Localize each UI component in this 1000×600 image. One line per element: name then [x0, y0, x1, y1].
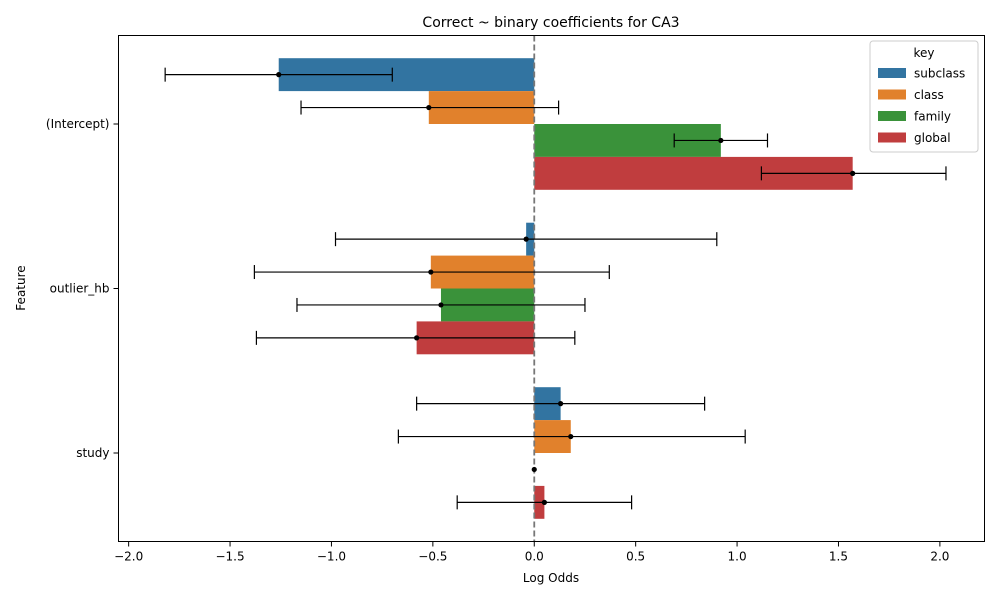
legend-label-global: global	[914, 131, 951, 145]
x-tick-label: 0.5	[626, 550, 645, 564]
x-tick-label: 0.0	[525, 550, 544, 564]
legend: key subclass class family global	[869, 40, 979, 153]
legend-swatch-subclass	[878, 68, 906, 78]
error-bars	[164, 67, 947, 510]
point-global-1	[414, 335, 420, 341]
x-tick-label: −1.5	[215, 550, 244, 564]
x-tick-label: 2.0	[930, 550, 949, 564]
point-family-0	[718, 137, 724, 144]
point-subclass-1	[523, 236, 529, 242]
plot-frame	[118, 35, 985, 542]
legend-label-family: family	[914, 110, 951, 124]
y-axis-label: Feature	[14, 265, 28, 310]
point-global-2	[541, 499, 548, 505]
legend-label-subclass: subclass	[914, 67, 965, 81]
x-axis: −2.0 −1.5 −1.0 −0.5 0.0 0.5 1.0 1.5 2.0	[114, 541, 949, 564]
point-class-1	[428, 269, 434, 275]
plot-area	[278, 58, 853, 519]
legend-title: key	[913, 46, 934, 60]
legend-swatch-global	[878, 132, 906, 143]
point-subclass-0	[276, 72, 282, 78]
point-class-2	[568, 433, 574, 440]
x-axis-label: Log Odds	[523, 571, 579, 585]
x-tick-label: 1.0	[728, 550, 747, 564]
x-tick-label: −1.0	[317, 550, 346, 564]
y-tick-label: (Intercept)	[46, 117, 110, 131]
legend-swatch-class	[878, 89, 906, 100]
point-family-1	[438, 302, 444, 308]
legend-swatch-family	[878, 111, 906, 121]
point-global-0	[850, 170, 856, 176]
point-family-2	[531, 466, 537, 473]
x-tick-label: −0.5	[418, 550, 447, 564]
y-tick-label: study	[76, 446, 109, 460]
point-subclass-2	[558, 401, 564, 407]
chart-title: Correct ~ binary coefficients for CA3	[422, 15, 679, 31]
y-tick-label: outlier_hb	[50, 282, 110, 296]
x-tick-label: 1.5	[829, 550, 848, 564]
x-tick-label: −2.0	[114, 550, 143, 564]
legend-label-class: class	[914, 88, 944, 102]
point-class-0	[426, 104, 432, 111]
